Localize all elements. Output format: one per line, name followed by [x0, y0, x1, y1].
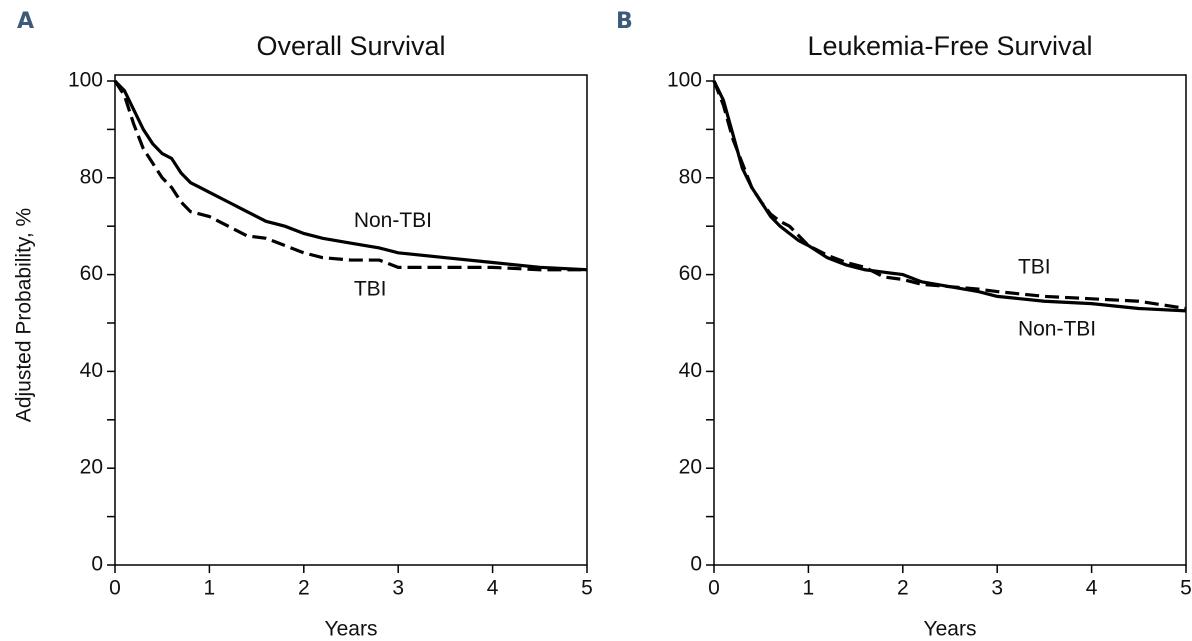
y-tick-label: 20	[679, 456, 702, 479]
curve-label: Non-TBI	[354, 209, 432, 232]
y-tick-label: 0	[91, 553, 103, 576]
y-tick-label: 20	[80, 456, 103, 479]
y-tick-label: 40	[80, 359, 103, 382]
x-tick-label: 4	[1086, 577, 1098, 600]
x-tick-label: 1	[204, 577, 216, 600]
curve-label: TBI	[1018, 255, 1051, 278]
x-tick-label: 3	[991, 577, 1003, 600]
y-tick-label: 40	[679, 359, 702, 382]
survival-line	[712, 80, 1187, 311]
panel-label: A	[17, 9, 34, 34]
curve-label: TBI	[354, 278, 387, 301]
survival-line	[113, 79, 588, 272]
x-tick-label: 3	[392, 577, 404, 600]
x-tick-label: 0	[109, 577, 121, 600]
x-axis-label: Years	[924, 618, 977, 641]
x-tick-label: 5	[581, 577, 593, 600]
survival-line	[712, 80, 1187, 313]
plot-frame	[713, 74, 1187, 566]
chart-title: Overall Survival	[256, 31, 445, 61]
panel-label: B	[616, 9, 633, 34]
x-tick-label: 4	[487, 577, 499, 600]
y-tick-label: 60	[679, 262, 702, 285]
y-tick-label: 100	[667, 69, 702, 92]
plot-frame	[114, 74, 588, 566]
x-axis-label: Years	[325, 618, 378, 641]
y-tick-label: 100	[68, 69, 103, 92]
x-tick-label: 5	[1180, 577, 1192, 600]
y-tick-label: 60	[80, 262, 103, 285]
x-tick-label: 0	[708, 577, 720, 600]
survival-line	[113, 80, 587, 272]
y-tick-label: 80	[679, 165, 702, 188]
x-tick-label: 2	[897, 577, 909, 600]
y-tick-label: 0	[690, 553, 702, 576]
curve-label: Non-TBI	[1018, 317, 1096, 340]
x-tick-label: 1	[803, 577, 815, 600]
x-tick-label: 2	[298, 577, 310, 600]
chart-title: Leukemia-Free Survival	[807, 31, 1092, 61]
y-axis-label: Adjusted Probability, %	[13, 208, 36, 422]
y-tick-label: 80	[80, 165, 103, 188]
